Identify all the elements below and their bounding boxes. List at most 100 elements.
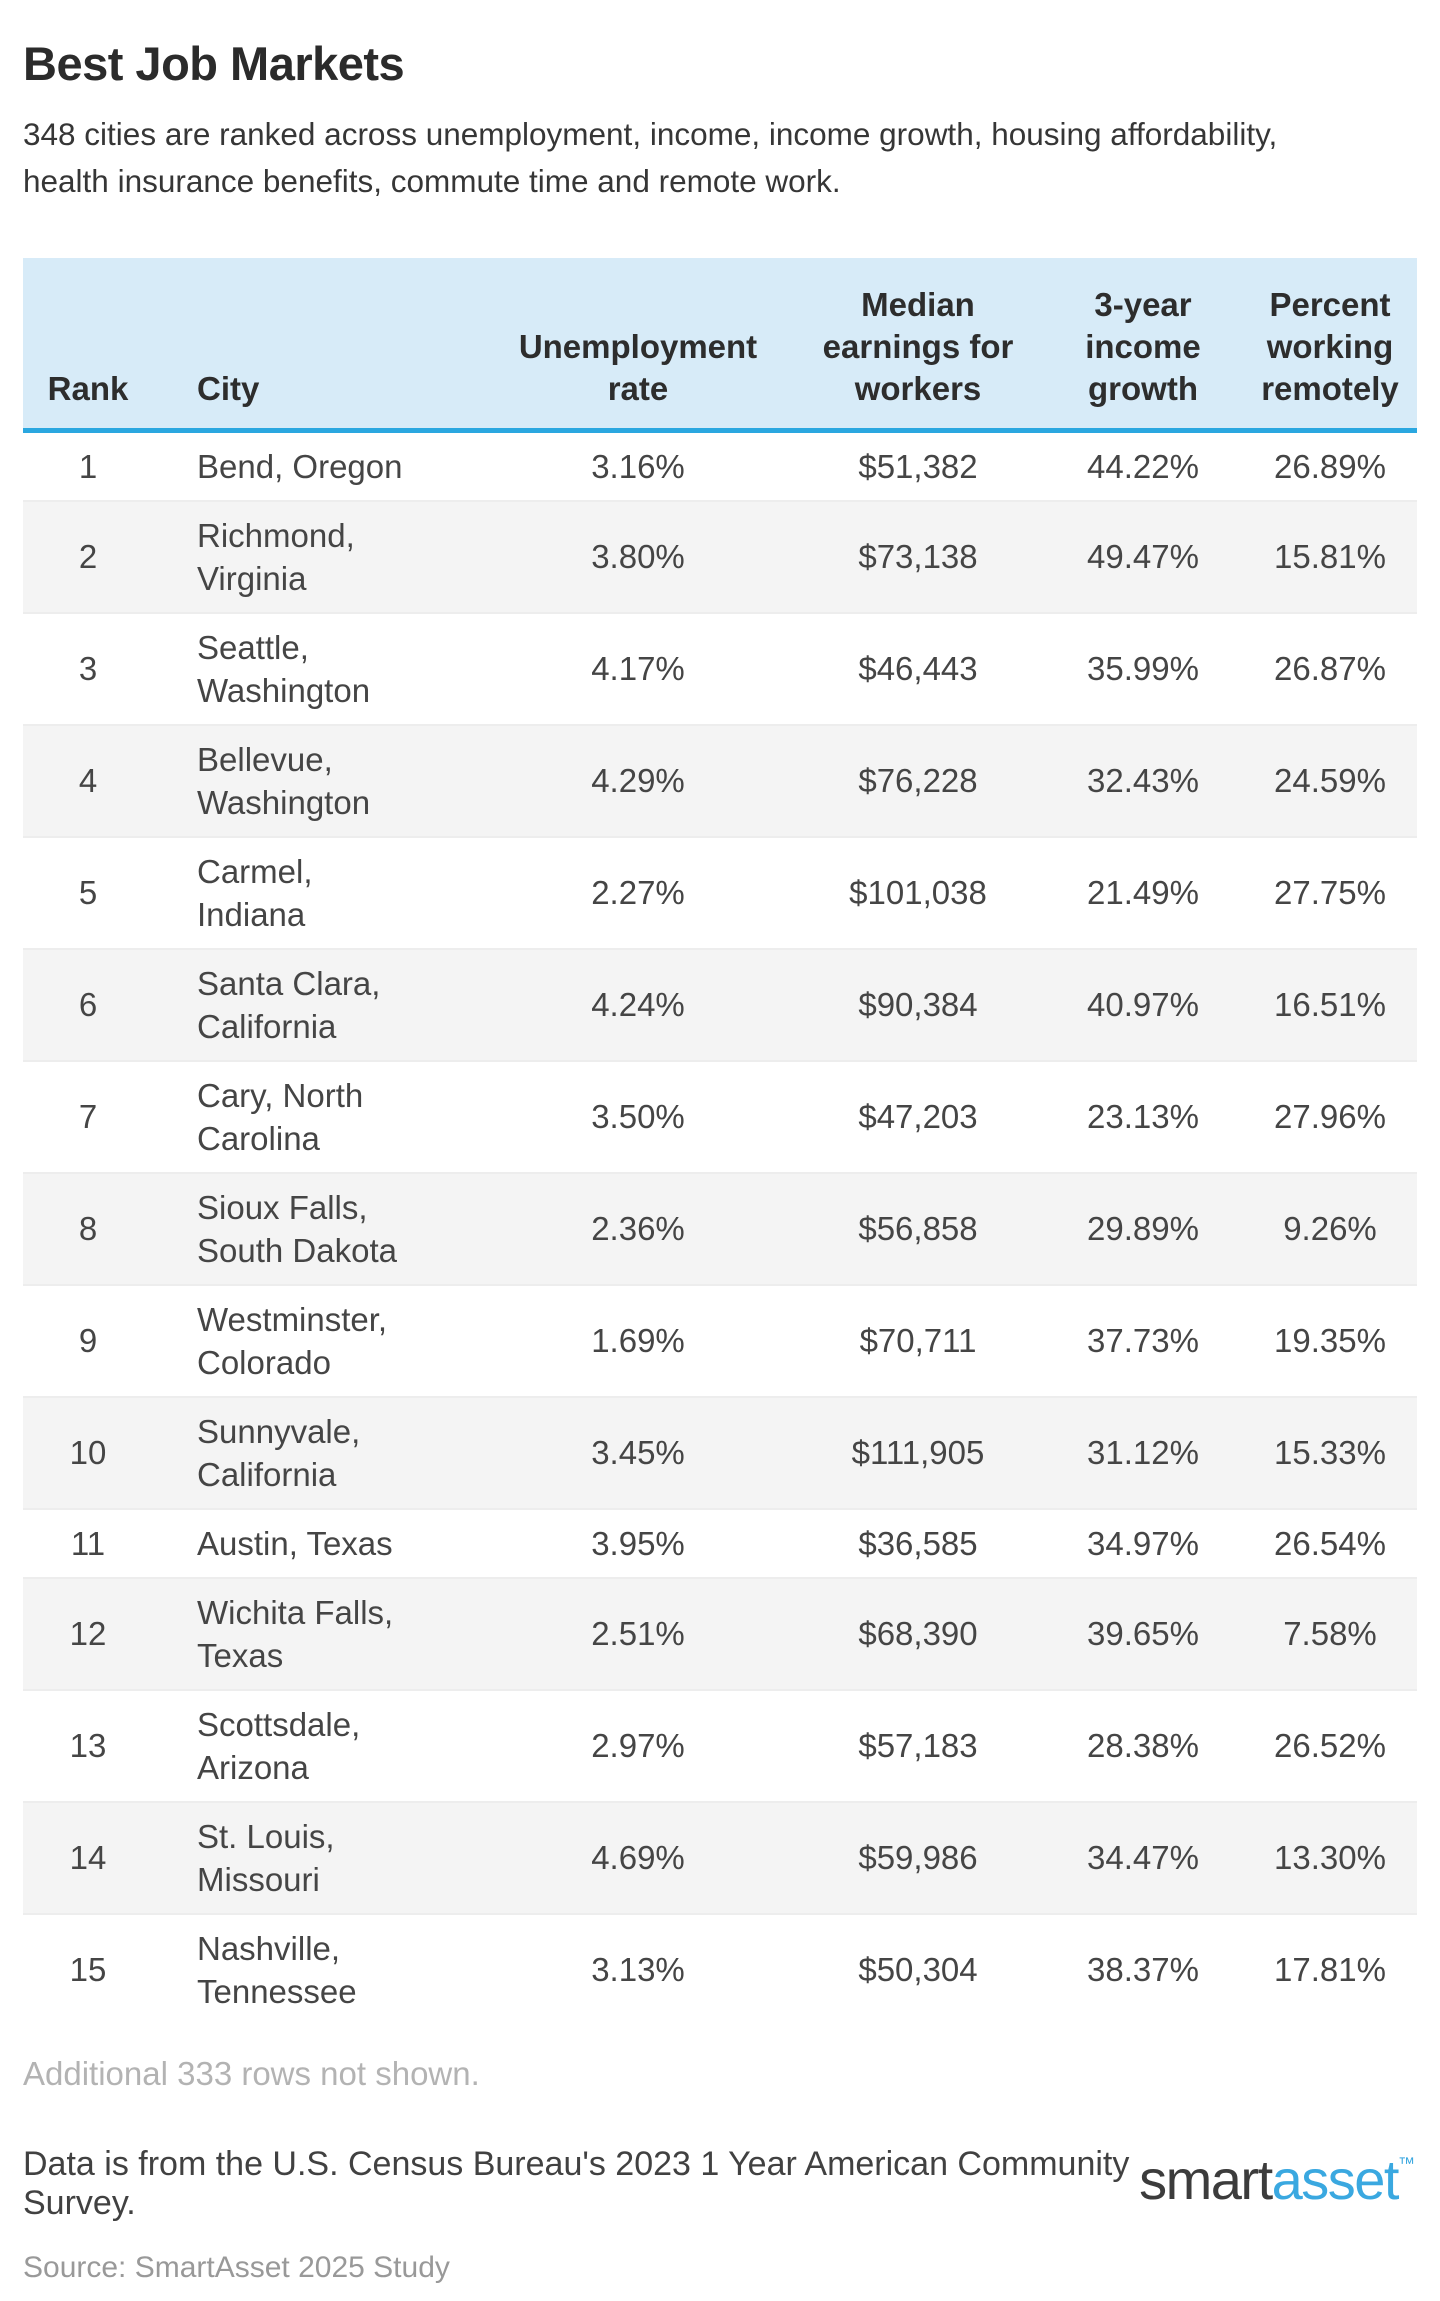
column-header-median-earnings: Median earnings for workers (822, 285, 1014, 407)
cell-income-growth: 28.38% (1087, 1727, 1199, 1764)
cell-city: Santa Clara, California (197, 964, 381, 1045)
cell-percent-remote: 19.35% (1274, 1322, 1386, 1359)
cell-income-growth: 49.47% (1087, 538, 1199, 575)
cell-city: Wichita Falls, Texas (197, 1593, 394, 1674)
cell-income-growth: 29.89% (1087, 1210, 1199, 1247)
cell-unemployment-rate: 2.27% (591, 874, 685, 911)
data-attribution-text: Data is from the U.S. Census Bureau's 20… (23, 2144, 1130, 2222)
column-header-income-growth: 3-year income growth (1085, 285, 1201, 407)
table-row: 11 Austin, Texas 3.95% $36,585 34.97% 26… (23, 1508, 1417, 1578)
page-title: Best Job Markets (23, 37, 405, 90)
table-row: 15 Nashville, Tennessee 3.13% $50,304 38… (23, 1913, 1417, 2025)
table-row: 1 Bend, Oregon 3.16% $51,382 44.22% 26.8… (23, 430, 1417, 501)
cell-income-growth: 39.65% (1087, 1615, 1199, 1652)
cell-unemployment-rate: 3.95% (591, 1524, 685, 1562)
cell-percent-remote: 7.58% (1283, 1615, 1377, 1652)
cell-city: St. Louis, Missouri (197, 1817, 335, 1898)
cell-unemployment-rate: 3.13% (591, 1951, 685, 1988)
cell-unemployment-rate: 3.45% (591, 1434, 685, 1471)
cell-percent-remote: 13.30% (1274, 1839, 1386, 1876)
cell-unemployment-rate: 4.24% (591, 986, 685, 1023)
table-row: 3 Seattle, Washington 4.17% $46,443 35.9… (23, 612, 1417, 725)
cell-rank: 2 (78, 538, 98, 575)
cell-percent-remote: 17.81% (1274, 1951, 1386, 1988)
cell-unemployment-rate: 2.97% (591, 1727, 685, 1764)
cell-median-earnings: $76,228 (858, 762, 978, 799)
cell-percent-remote: 15.33% (1274, 1434, 1386, 1471)
page-subtitle: 348 cities are ranked across unemploymen… (23, 116, 1278, 200)
cell-unemployment-rate: 3.80% (591, 538, 685, 575)
cell-city: Sunnyvale, California (197, 1412, 361, 1493)
cell-city: Bend, Oregon (197, 447, 403, 485)
cell-percent-remote: 16.51% (1274, 986, 1386, 1023)
cell-median-earnings: $101,038 (849, 874, 987, 911)
cell-income-growth: 38.37% (1087, 1951, 1199, 1988)
cell-income-growth: 23.13% (1087, 1098, 1199, 1135)
cell-city: Westminster, Colorado (197, 1300, 388, 1381)
cell-city: Sioux Falls, South Dakota (197, 1188, 397, 1269)
table-row: 9 Westminster, Colorado 1.69% $70,711 37… (23, 1284, 1417, 1397)
cell-income-growth: 21.49% (1087, 874, 1199, 911)
cell-rank: 6 (78, 986, 98, 1023)
table-header: Rank City Unemployment rate Median earni… (23, 257, 1417, 430)
logo-asset-text: asset (1271, 2147, 1400, 2211)
cell-income-growth: 31.12% (1087, 1434, 1199, 1471)
rows-not-shown-note: Additional 333 rows not shown. (23, 2054, 480, 2092)
cell-rank: 8 (78, 1210, 98, 1247)
cell-rank: 11 (70, 1524, 106, 1562)
table-row: 10 Sunnyvale, California 3.45% $111,905 … (23, 1396, 1417, 1509)
column-header-rank: Rank (47, 369, 129, 407)
cell-city: Seattle, Washington (197, 628, 371, 709)
source-text: Source: SmartAsset 2025 Study (23, 2250, 450, 2284)
cell-rank: 9 (78, 1322, 98, 1359)
table-row: 14 St. Louis, Missouri 4.69% $59,986 34.… (23, 1801, 1417, 1914)
cell-median-earnings: $51,382 (858, 447, 978, 485)
cell-percent-remote: 27.96% (1274, 1098, 1386, 1135)
footer: Data is from the U.S. Census Bureau's 20… (23, 2145, 1417, 2285)
column-header-percent-remote: Percent working remotely (1261, 285, 1399, 407)
cell-city: Nashville, Tennessee (197, 1929, 357, 2010)
cell-percent-remote: 26.89% (1274, 447, 1386, 485)
cell-income-growth: 34.47% (1087, 1839, 1199, 1876)
column-header-unemployment: Unemployment rate (518, 327, 758, 407)
cell-median-earnings: $68,390 (858, 1615, 978, 1652)
cell-percent-remote: 27.75% (1274, 874, 1386, 911)
cell-unemployment-rate: 2.51% (591, 1615, 685, 1652)
cell-unemployment-rate: 4.17% (591, 650, 685, 687)
cell-rank: 13 (69, 1727, 107, 1764)
table-row: 8 Sioux Falls, South Dakota 2.36% $56,85… (23, 1172, 1417, 1285)
cell-unemployment-rate: 4.29% (591, 762, 685, 799)
cell-unemployment-rate: 1.69% (591, 1322, 685, 1359)
cell-median-earnings: $47,203 (858, 1098, 978, 1135)
table-row: 2 Richmond, Virginia 3.80% $73,138 49.47… (23, 500, 1417, 613)
cell-income-growth: 37.73% (1087, 1322, 1199, 1359)
cell-city: Austin, Texas (197, 1524, 393, 1562)
cell-income-growth: 40.97% (1087, 986, 1199, 1023)
cell-rank: 7 (78, 1098, 98, 1135)
cell-rank: 14 (69, 1839, 107, 1876)
cell-rank: 3 (78, 650, 98, 687)
footer-text: Data is from the U.S. Census Bureau's 20… (23, 2145, 1139, 2285)
cell-median-earnings: $111,905 (851, 1434, 985, 1471)
cell-median-earnings: $50,304 (858, 1951, 978, 1988)
table-row: 4 Bellevue, Washington 4.29% $76,228 32.… (23, 724, 1417, 837)
cell-median-earnings: $57,183 (858, 1727, 978, 1764)
cell-unemployment-rate: 2.36% (591, 1210, 685, 1247)
cell-percent-remote: 26.54% (1274, 1524, 1386, 1562)
cell-median-earnings: $36,585 (858, 1524, 978, 1562)
cell-city: Bellevue, Washington (197, 740, 371, 821)
table-row: 7 Cary, North Carolina 3.50% $47,203 23.… (23, 1060, 1417, 1173)
cell-rank: 12 (69, 1615, 107, 1652)
best-job-markets-infographic: Best Job Markets 348 cities are ranked a… (23, 36, 1417, 2285)
table-row: 13 Scottsdale, Arizona 2.97% $57,183 28.… (23, 1689, 1417, 1802)
smartasset-logo: smartasset™ (1139, 2147, 1417, 2212)
cell-city: Cary, North Carolina (197, 1076, 364, 1157)
table-row: 6 Santa Clara, California 4.24% $90,384 … (23, 948, 1417, 1061)
cell-median-earnings: $56,858 (858, 1210, 978, 1247)
trademark-symbol: ™ (1398, 2153, 1415, 2173)
table-row: 12 Wichita Falls, Texas 2.51% $68,390 39… (23, 1577, 1417, 1690)
cell-median-earnings: $73,138 (858, 538, 978, 575)
logo-smart-text: smart (1139, 2147, 1273, 2211)
cell-median-earnings: $90,384 (858, 986, 978, 1023)
cell-median-earnings: $59,986 (858, 1839, 978, 1876)
